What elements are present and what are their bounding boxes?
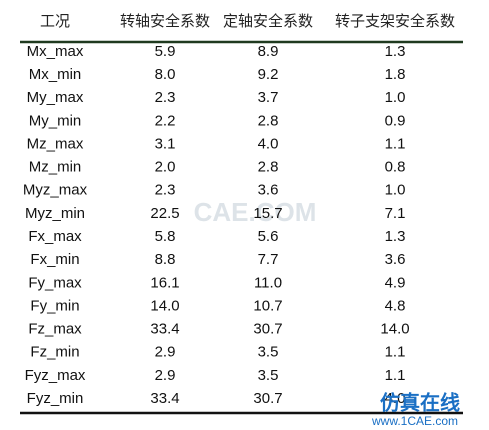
row-label: Fyz_min [27,390,84,407]
cell: 3.1 [155,135,176,152]
cell: 1.1 [385,367,406,384]
cell: 16.1 [150,274,179,291]
cell: 11.0 [254,274,282,291]
cell: 14.0 [150,297,179,314]
cell: 2.8 [258,159,279,176]
header-cell: 转子支架安全系数 [335,12,455,30]
cell: 1.0 [385,89,406,106]
cell: 2.3 [155,89,176,106]
cell: 30.7 [253,321,282,338]
row-label: Fyz_max [25,367,86,384]
cell: 3.7 [258,89,279,106]
cell: 1.3 [385,228,406,245]
cell: 5.6 [258,228,279,245]
cell: 14.0 [380,321,409,338]
cell: 2.9 [155,367,176,384]
cell: 8.0 [155,66,176,83]
row-label: Mx_min [29,66,82,83]
cell: 9.2 [258,66,279,83]
cell: 2.3 [155,182,176,199]
header-cell: 工况 [40,13,70,30]
row-label: Fy_min [30,297,79,314]
cell: 33.4 [150,321,179,338]
cell: 7.1 [385,205,406,222]
row-label: Mz_min [29,159,82,176]
cell: 2.0 [155,159,176,176]
cell: 1.0 [385,182,406,199]
cell: 4.9 [385,274,406,291]
cell: 7.7 [258,251,279,268]
row-label: Fx_max [28,228,82,245]
cell: 2.9 [155,344,176,361]
cell: 8.8 [155,251,176,268]
cell: 4.0 [258,135,279,152]
header-cell: 定轴安全系数 [223,12,313,30]
cell: 0.9 [385,112,406,129]
cell: 30.7 [253,390,282,407]
cell: 5.9 [155,43,176,60]
watermark-url: www.1CAE.com [371,414,458,428]
row-label: My_max [27,89,84,106]
cell: 1.8 [385,66,406,83]
cell: 3.5 [258,344,279,361]
cell: 1.1 [385,135,406,152]
cell: 4.0 [385,390,406,407]
row-label: My_min [29,112,82,129]
row-label: Mx_max [27,43,84,60]
cell: 1.1 [385,344,406,361]
cell: 4.8 [385,297,406,314]
cell: 10.7 [253,297,282,314]
cell: 3.6 [258,182,279,199]
row-label: Myz_min [25,205,85,222]
row-label: Fz_max [28,321,82,338]
row-label: Fy_max [28,274,82,291]
cell: 2.2 [155,112,176,129]
cell: 1.3 [385,43,406,60]
cell: 15.7 [253,205,282,222]
cell: 0.8 [385,159,406,176]
cell: 22.5 [150,205,179,222]
watermark: CAE.COM [194,197,317,227]
cell: 5.8 [155,228,176,245]
cell: 3.6 [385,251,406,268]
row-label: Myz_max [23,182,88,199]
cell: 8.9 [258,43,279,60]
row-label: Fx_min [30,251,79,268]
watermark-logo: 仿真在线 [380,390,460,414]
cell: 3.5 [258,367,279,384]
row-label: Mz_max [27,135,84,152]
header-cell: 转轴安全系数 [120,12,210,30]
row-label: Fz_min [30,344,79,361]
cell: 33.4 [150,390,179,407]
cell: 2.8 [258,112,279,129]
